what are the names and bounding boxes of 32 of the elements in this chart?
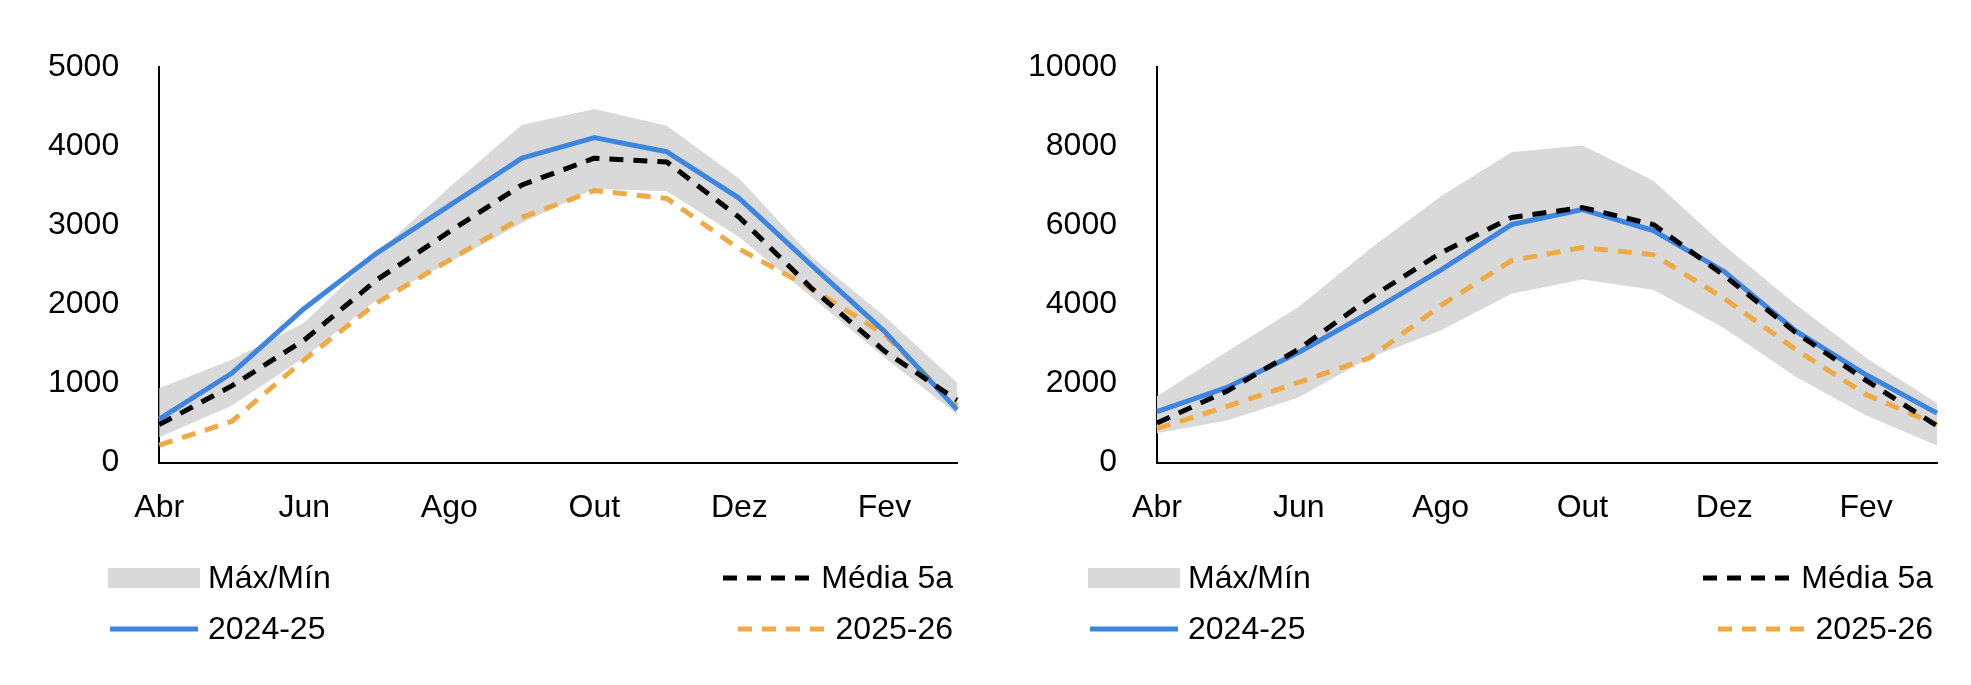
legend-label: Média 5a [821, 559, 953, 596]
y-tick-label: 1000 [48, 363, 120, 400]
y-tick-label: 6000 [1045, 205, 1117, 242]
x-tick-label: Fev [1839, 487, 1893, 524]
y-tick-label: 4000 [1045, 284, 1117, 321]
legend-label: Máx/Mín [1188, 559, 1311, 596]
legend-label: Máx/Mín [208, 559, 331, 596]
y-tick-label: 0 [101, 442, 120, 479]
x-tick-label: Ago [1412, 487, 1470, 524]
x-tick-label: Out [1556, 487, 1609, 524]
y-tick-label: 2000 [1045, 363, 1117, 400]
y-tick-label: 0 [1099, 442, 1117, 479]
y-tick-label: 5000 [48, 47, 120, 84]
x-tick-label: Jun [1273, 487, 1325, 524]
y-tick-label: 3000 [48, 205, 120, 242]
x-tick-label: Jun [278, 487, 331, 524]
legend-label: 2024-25 [1188, 610, 1306, 647]
x-tick-label: Dez [710, 487, 768, 524]
x-tick-label: Dez [1695, 487, 1753, 524]
x-tick-label: Fev [857, 487, 912, 524]
y-tick-label: 8000 [1045, 126, 1117, 163]
y-tick-label: 10000 [1028, 47, 1117, 84]
y-tick-label: 4000 [48, 126, 120, 163]
y-tick-label: 2000 [48, 284, 120, 321]
x-tick-label: Abr [1132, 487, 1183, 524]
legend-label: 2025-26 [835, 610, 953, 647]
legend-label: Média 5a [1801, 559, 1933, 596]
x-tick-label: Abr [134, 487, 185, 524]
legend-label: 2025-26 [1815, 610, 1933, 647]
x-tick-label: Out [568, 487, 621, 524]
legend-label: 2024-25 [208, 610, 326, 647]
x-tick-label: Ago [420, 487, 478, 524]
